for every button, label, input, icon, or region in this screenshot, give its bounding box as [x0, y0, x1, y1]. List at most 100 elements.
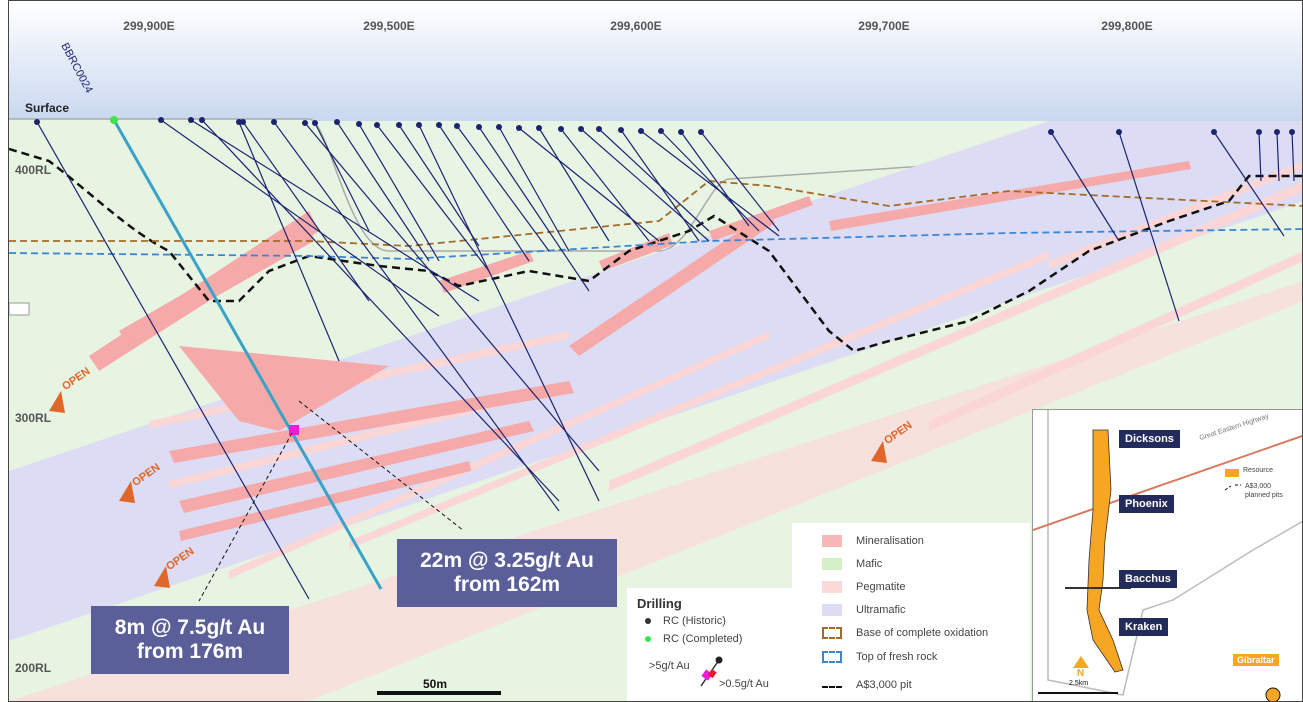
drill-collar: [199, 117, 205, 123]
drill-collar: [578, 126, 584, 132]
legend-label: Base of complete oxidation: [856, 627, 989, 639]
scale-label: 50m: [423, 677, 448, 691]
hole-bbrc0024-collar: [110, 116, 118, 124]
drill-hole-trace: [498, 126, 570, 252]
callout-line: from 176m: [136, 640, 244, 663]
drill-hole-trace: [438, 124, 530, 262]
drill-collars: [34, 117, 1295, 135]
drill-collar: [536, 125, 542, 131]
legend-item: A$3,000 pit: [822, 679, 912, 691]
drilling-legend: Drilling RC (Historic) RC (Completed) >5…: [627, 588, 792, 701]
rl-label: 300RL: [15, 411, 52, 425]
drill-hole-trace: [560, 128, 650, 242]
drill-collar: [1289, 129, 1295, 135]
drill-hole-trace: [598, 128, 710, 232]
dot-icon: [645, 618, 651, 624]
drill-hole-trace: [640, 130, 780, 237]
oxidation-base-line: [9, 180, 1302, 247]
pit-label: Bacchus: [1119, 570, 1177, 588]
drill-collar: [188, 117, 194, 123]
rl-label: 200RL: [15, 661, 52, 675]
legend-item: Base of complete oxidation: [822, 627, 988, 639]
drill-hole-trace: [304, 122, 600, 472]
legend-label: RC (Historic): [663, 615, 726, 627]
drill-hole-trace: [358, 123, 440, 262]
drill-collar: [476, 124, 482, 130]
callout-line: 22m @ 3.25g/t Au: [420, 549, 594, 572]
drill-hole-trace: [620, 129, 700, 242]
drill-hole-trace: [1213, 131, 1285, 237]
drill-collar: [596, 126, 602, 132]
legend-label: Top of fresh rock: [856, 651, 938, 663]
drill-hole-trace: [190, 119, 480, 302]
legend-label: Pegmatite: [856, 581, 906, 593]
drill-hole-trace: [273, 121, 560, 512]
drill-collar: [638, 128, 644, 134]
drill-hole-trace: [1291, 131, 1295, 182]
pegmatite-unit: [9, 281, 1302, 701]
swatch-icon: [822, 651, 842, 663]
cross-section-map: 299,900E 299,500E 299,600E 299,700E 299,…: [8, 0, 1303, 702]
easting-label: 299,700E: [858, 19, 910, 33]
drill-hole-trace: [580, 128, 710, 242]
pit-label: Phoenix: [1119, 495, 1174, 513]
drill-collar: [678, 129, 684, 135]
drill-collar: [374, 122, 380, 128]
callout-leader-1: [298, 400, 465, 532]
drill-collar: [312, 120, 318, 126]
drill-collar: [1048, 129, 1054, 135]
planned-label: A$3,000: [1245, 483, 1272, 490]
drill-hole-trace: [398, 124, 480, 247]
drill-collar: [516, 125, 522, 131]
ultramafic-unit: [9, 121, 1302, 641]
sky-area: [9, 1, 1302, 121]
legend-label: A$3,000 pit: [856, 679, 912, 691]
drill-collar: [618, 127, 624, 133]
planned-label-2: planned pits: [1245, 492, 1283, 499]
legend-item: Pegmatite: [822, 581, 906, 593]
legend-item: Mineralisation: [822, 535, 924, 547]
inset-map: Dicksons Phoenix Bacchus Kraken Great Ea…: [1032, 409, 1302, 701]
drilling-title: Drilling: [637, 596, 682, 611]
drill-collar: [558, 126, 564, 132]
fresh-rock-line: [9, 228, 1302, 260]
drill-collar: [1211, 129, 1217, 135]
north-arrow-label: N: [1077, 668, 1085, 679]
drill-hole-trace: [518, 127, 660, 242]
drill-collar: [416, 122, 422, 128]
drill-collar: [396, 122, 402, 128]
drill-collar: [34, 119, 40, 125]
pit-outline: [9, 147, 1302, 353]
intercept-callout: 8m @ 7.5g/t Au from 176m: [91, 606, 289, 674]
drill-collar: [158, 117, 164, 123]
swatch-icon: [822, 581, 842, 593]
drill-hole-trace: [1050, 131, 1120, 242]
inset-canvas: [1033, 410, 1302, 701]
high-grade-intercept: [289, 425, 299, 435]
easting-label: 299,600E: [610, 19, 662, 33]
drill-holes: [36, 119, 1295, 600]
legend-label: Mineralisation: [856, 535, 924, 547]
swatch-icon: [822, 604, 842, 616]
drill-hole-trace: [478, 126, 590, 292]
legend-item: Top of fresh rock: [822, 651, 937, 663]
dot-icon: [645, 636, 651, 642]
drill-hole-trace: [336, 121, 430, 262]
drill-hole-trace: [314, 122, 370, 232]
drill-hole-trace: [660, 130, 760, 232]
drill-collar: [436, 122, 442, 128]
drill-collar: [240, 119, 246, 125]
legend-low: >0.5g/t Au: [719, 678, 769, 690]
rl-label: 400RL: [15, 163, 52, 177]
drill-collar: [698, 129, 704, 135]
resource-label: Resource: [1243, 467, 1273, 474]
drill-collar: [454, 123, 460, 129]
geology-legend: Mineralisation Mafic Pegmatite Ultramafi…: [792, 523, 1030, 701]
drill-collar: [1116, 129, 1122, 135]
drill-collar: [271, 119, 277, 125]
drill-hole-trace: [201, 119, 560, 502]
legend-label: Ultramafic: [856, 604, 906, 616]
inset-scale-label: 2.5km: [1069, 680, 1089, 687]
easting-label: 299,800E: [1101, 19, 1153, 33]
drill-hole-trace: [242, 121, 370, 302]
